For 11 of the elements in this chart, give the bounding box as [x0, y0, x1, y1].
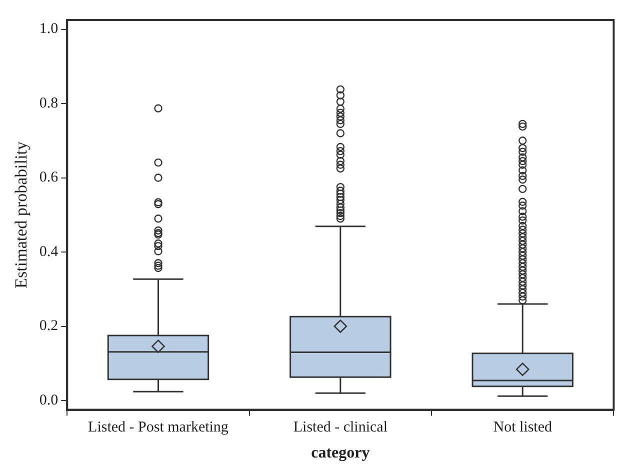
y-tick-label: 0.8 [39, 95, 58, 112]
y-tick-label: 0.2 [39, 318, 58, 334]
y-axis-title: Estimated probability [12, 140, 31, 288]
y-tick-label: 1.0 [39, 21, 58, 38]
x-tick-label: Listed - Post marketing [88, 420, 229, 436]
x-axis-title: category [311, 444, 370, 462]
x-tick-label: Not listed [493, 420, 552, 436]
y-tick-label: 0.4 [39, 244, 59, 260]
y-tick-label: 0.0 [39, 392, 58, 408]
y-tick-label: 0.6 [39, 170, 59, 186]
x-tick-label: Listed - clinical [293, 420, 388, 436]
